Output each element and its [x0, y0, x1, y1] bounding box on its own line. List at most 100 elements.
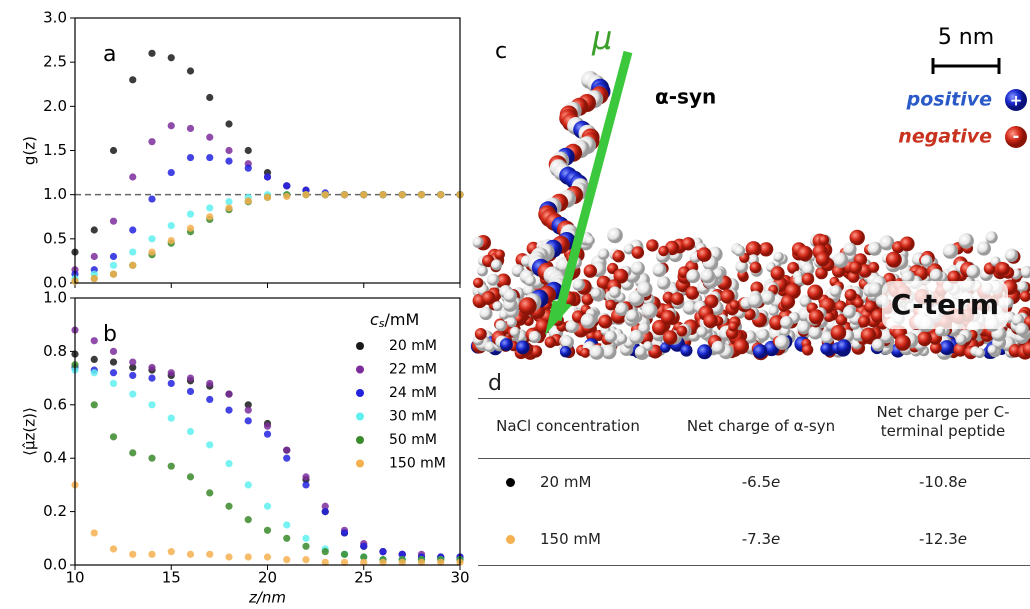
point [225, 553, 233, 561]
point [225, 198, 233, 206]
atom [966, 264, 981, 279]
atom [868, 282, 883, 298]
atom [658, 245, 669, 257]
atom [604, 330, 617, 343]
point [302, 481, 310, 489]
cell: 20 mM [540, 473, 591, 491]
table: d NaCl concentration Net charge of α-syn… [478, 365, 1030, 609]
rule [478, 458, 1030, 459]
atom [590, 287, 602, 300]
point [167, 122, 175, 130]
atom [652, 263, 667, 278]
point [90, 252, 98, 261]
y-tick-label: 0.5 [43, 229, 67, 247]
atom [885, 251, 902, 268]
panel-label: d [488, 371, 502, 396]
atom [987, 344, 998, 356]
dipole-arrow-head [545, 300, 572, 335]
atom [974, 347, 985, 359]
legend-marker [356, 389, 364, 397]
atom [867, 241, 882, 256]
point [206, 93, 214, 102]
concentration: 150 mM [540, 530, 601, 548]
point [109, 379, 118, 388]
cell: 150 mM [540, 530, 601, 548]
atom [605, 299, 617, 311]
point [90, 226, 98, 234]
point [167, 369, 175, 377]
simulation-render [470, 50, 1030, 361]
legend-marker [356, 342, 364, 350]
point [263, 422, 272, 430]
legend-marker [356, 436, 364, 444]
point [186, 67, 195, 75]
atom [830, 324, 847, 341]
atom [1015, 322, 1029, 337]
y-tick-label: 0.8 [43, 342, 67, 360]
charge-value: -7.3 [741, 530, 772, 548]
charge-unit: e [771, 473, 781, 491]
panel-label: b [103, 322, 117, 347]
atom [495, 273, 511, 289]
point [148, 248, 156, 256]
atom [629, 329, 644, 345]
point [417, 558, 426, 566]
point [206, 379, 214, 388]
atom [524, 275, 536, 287]
atom [580, 313, 596, 329]
atom [801, 272, 815, 286]
concentration: 20 mM [540, 473, 592, 491]
atom [697, 344, 713, 360]
legend-label: 24 mM [389, 385, 437, 401]
atom [899, 236, 915, 252]
point [206, 441, 214, 449]
atom [996, 262, 1011, 276]
point [244, 481, 252, 489]
atom [735, 260, 749, 274]
atom [843, 242, 857, 256]
point [283, 446, 291, 454]
point [167, 168, 175, 177]
negative-icon [1005, 126, 1027, 148]
atom [868, 261, 880, 273]
atom [801, 262, 815, 276]
atom [601, 344, 617, 360]
point [129, 248, 137, 256]
point [321, 548, 329, 556]
atom [749, 261, 762, 274]
point [360, 558, 368, 566]
atom [696, 247, 712, 262]
atom [631, 246, 645, 259]
point [302, 556, 310, 564]
point [186, 387, 195, 396]
atom [720, 289, 735, 304]
atom [499, 338, 513, 352]
legend-label: 150 mM [389, 456, 446, 472]
atom [848, 261, 862, 275]
y-tick-label: 1.0 [43, 289, 67, 307]
point [360, 553, 368, 561]
atom [733, 338, 749, 355]
charge-value: -10.8 [918, 473, 958, 491]
point [225, 157, 233, 165]
atom [681, 237, 695, 251]
point [129, 358, 137, 366]
point [283, 192, 291, 201]
legend-marker [356, 412, 364, 421]
charge-value: -12.3 [918, 530, 958, 548]
point [167, 548, 175, 556]
rule [478, 565, 1030, 566]
atom [853, 297, 864, 308]
point [379, 191, 387, 199]
atom [506, 317, 517, 328]
atom [820, 342, 833, 355]
atom [685, 286, 700, 300]
atom [818, 234, 830, 246]
atom [492, 301, 503, 312]
point [186, 124, 195, 133]
point [340, 558, 349, 566]
atom [656, 276, 671, 290]
point [206, 133, 214, 141]
atom [615, 302, 629, 317]
legend-label: 50 mM [389, 432, 437, 448]
